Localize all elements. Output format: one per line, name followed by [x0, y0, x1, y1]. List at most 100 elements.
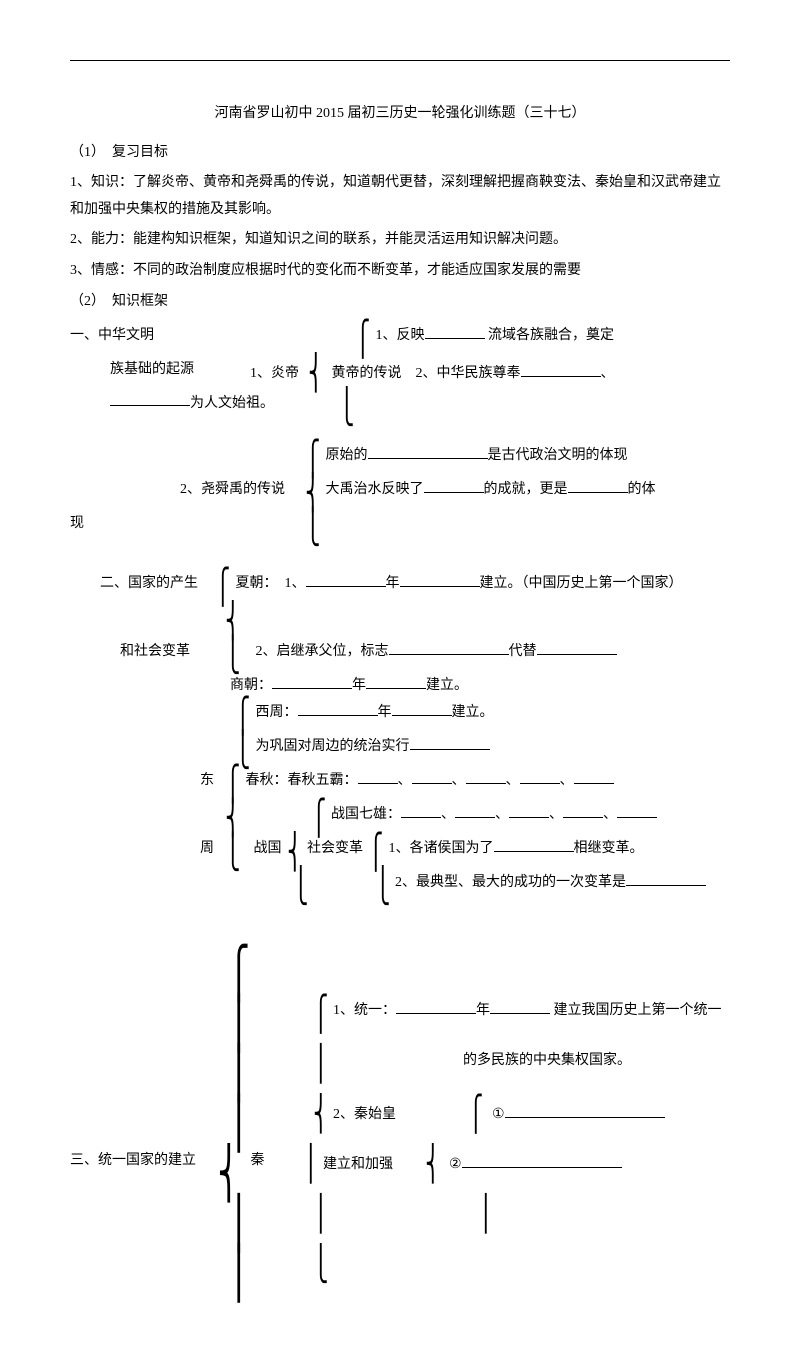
o2-xia1a: 夏朝： 1、 — [236, 576, 306, 591]
blank — [272, 674, 352, 689]
blank — [358, 769, 398, 784]
brace-icon: ⎧ — [228, 948, 251, 998]
blank — [462, 1153, 622, 1168]
brace-icon: ⎨ — [218, 1148, 241, 1198]
blank — [626, 871, 706, 886]
blank — [410, 735, 490, 750]
brace-icon: ⎩ — [225, 836, 240, 870]
s1-p3: 3、情感：不同的政治制度应根据时代的变化而不断变革，才能适应国家发展的需要 — [70, 258, 730, 285]
blank — [520, 769, 560, 784]
section-1-heading: （1） 复习目标 — [70, 140, 730, 167]
brace-icon: ⎧ — [368, 836, 383, 870]
blank — [366, 674, 426, 689]
blank — [494, 837, 574, 852]
o2-xzhou-a: 西周： — [256, 705, 298, 720]
o3-l2: 2、秦始皇 — [333, 1107, 396, 1122]
brace-icon: ⎩ — [375, 870, 390, 904]
o2-dong: 东 — [200, 768, 220, 795]
brace-icon: ⎪ — [228, 1248, 251, 1298]
blank — [389, 640, 509, 655]
brace-icon: ⎧ — [313, 998, 328, 1032]
brace-icon: ⎩ — [293, 870, 308, 904]
o2-xzhou-b: 年 — [378, 705, 392, 720]
blank — [466, 769, 506, 784]
brace-icon: ⎪ — [228, 1048, 251, 1098]
o1-l2d: 、 — [601, 366, 615, 381]
blank — [537, 640, 617, 655]
o2-shang-c: 建立。 — [426, 678, 468, 693]
brace-icon: ⎧ — [215, 571, 230, 605]
blank — [401, 803, 441, 818]
o2-head: 二、国家的产生 — [100, 571, 210, 598]
o1-l5c: 的成就，更是 — [484, 482, 568, 497]
brace-icon: ⎪ — [313, 1198, 328, 1232]
brace-icon: ⎨ — [425, 1148, 440, 1182]
brace-icon: ⎩ — [235, 734, 250, 768]
o2-cq: 春秋：春秋五霸： — [246, 773, 358, 788]
blank — [574, 769, 614, 784]
o3-l1b: 年 — [476, 1003, 490, 1018]
o1-l6: 现 — [70, 511, 84, 538]
blank — [568, 478, 628, 493]
o3-qin: 秦 — [248, 1148, 268, 1175]
blank — [110, 391, 190, 406]
o2-xia1c: 建立。（中国历史上第一个国家） — [480, 576, 683, 591]
o3-jl: 建立和加强 — [323, 1157, 393, 1172]
o1-head: 一、中华文明 — [70, 323, 180, 350]
brace-icon: ⎪ — [228, 1198, 251, 1248]
blank — [424, 478, 484, 493]
outline-1: 一、中华文明 ⎧ 1、反映 流域各族融合，奠定 族基础的起源 1、炎帝 ⎨ 黄帝… — [70, 323, 730, 545]
o2-xzhou2: 为巩固对周边的统治实行 — [256, 739, 410, 754]
brace-icon: ⎧ — [305, 443, 320, 477]
brace-icon: ⎪ — [228, 998, 251, 1048]
o2-mid: 和社会变革 — [120, 639, 220, 666]
outline-3: ⎧ ⎪ ⎧ 1、统一：年 建立我国历史上第一个统一 ⎪ ⎪ 的多民族的中央集权国… — [70, 948, 730, 1298]
blank — [455, 803, 495, 818]
o1-l2b: 1、炎帝 — [250, 366, 299, 381]
blank — [412, 769, 452, 784]
o2-zg-c: 社会变革 — [307, 841, 363, 856]
brace-icon: ⎩ — [313, 1248, 328, 1282]
brace-icon: ⎨ — [225, 605, 240, 639]
o2-zhou: 周 — [200, 836, 220, 863]
o1-l5b: 大禹治水反映了 — [326, 482, 424, 497]
blank — [298, 701, 378, 716]
blank — [617, 803, 657, 818]
section-2-heading: （2） 知识框架 — [70, 289, 730, 316]
brace-icon: ⎧ — [235, 700, 250, 734]
blank — [400, 572, 480, 587]
outline-2: 二、国家的产生 ⎧ 夏朝： 1、年 建立。（中国历史上第一个国家） ⎨ 和社会变革… — [70, 571, 730, 904]
brace-icon: ⎩ — [339, 391, 354, 425]
blank — [392, 701, 452, 716]
blank — [490, 999, 550, 1014]
blank — [521, 362, 601, 377]
s1-p1: 1、知识：了解炎帝、黄帝和尧舜禹的传说，知道朝代更替，深刻理解把握商鞅变法、秦始… — [70, 170, 730, 223]
brace-icon: ⎨ — [225, 802, 240, 836]
blank — [368, 444, 488, 459]
o2-xia2a: 2、启继承父位，标志 — [256, 644, 389, 659]
brace-icon: ⎪ — [478, 1198, 493, 1232]
brace-icon: ⎨ — [305, 477, 320, 511]
s1-p2: 2、能力：能建构知识框架，知道知识之间的联系，并能灵活运用知识解决问题。 — [70, 227, 730, 254]
brace-icon: ⎨ — [313, 1098, 328, 1132]
o1-l2a: 族基础的起源 — [110, 357, 250, 384]
blank — [396, 999, 476, 1014]
o3-l1d: 的多民族的中央集权国家。 — [463, 1048, 631, 1075]
o2-zg-f: 2、最典型、最大的成功的一次变革是 — [395, 875, 626, 890]
brace-icon: ⎧ — [225, 768, 240, 802]
o1-l4a: 原始的 — [326, 448, 368, 463]
blank — [425, 324, 485, 339]
o2-zg-d: 1、各诸侯国为了 — [389, 841, 494, 856]
o1-l4b: 是古代政治文明的体现 — [488, 448, 628, 463]
o2-xzhou-c: 建立。 — [452, 705, 494, 720]
brace-icon: ⎩ — [305, 511, 320, 545]
o3-head: 三、统一国家的建立 — [70, 1148, 210, 1175]
o2-zg-a: 战国七雄： — [331, 807, 401, 822]
brace-icon: ⎧ — [468, 1098, 483, 1132]
brace-icon: ⎨ — [287, 836, 302, 870]
brace-icon: ⎨ — [308, 357, 323, 391]
o3-l1c: 建立我国历史上第一个统一 — [550, 1003, 722, 1018]
o1-l2c: 黄帝的传说 2、中华民族尊奉 — [332, 366, 521, 381]
o1-l1b: 流域各族融合，奠定 — [485, 328, 615, 343]
o2-zg-e: 相继变革。 — [574, 841, 644, 856]
